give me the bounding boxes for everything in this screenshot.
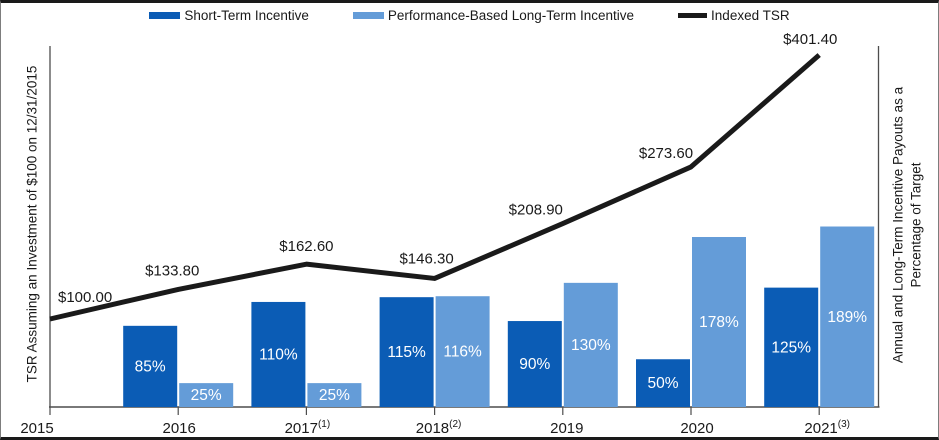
bar-value-label: 115%: [387, 344, 426, 361]
bar-value-label: 85%: [135, 358, 166, 375]
bar-value-label: 130%: [571, 337, 611, 354]
tsr-point-label: $133.80: [145, 262, 199, 279]
bar-value-label: 178%: [699, 314, 739, 331]
bar-2017-short-term: [251, 301, 306, 407]
bar-value-label: 25%: [191, 387, 222, 404]
bar-2019-long-term: [563, 282, 618, 407]
legend: Short-Term Incentive Performance-Based L…: [1, 8, 938, 23]
bar-2016-short-term: [123, 325, 178, 407]
legend-label-indexed-tsr: Indexed TSR: [711, 8, 790, 23]
chart-plot-area: 2015 2016 2017(1) 2018(2) 2019 2020 2021(3) 85%…: [20, 31, 880, 437]
bar-value-label: 125%: [771, 339, 811, 356]
indexed-tsr-line: [49, 53, 821, 322]
x-axis-label: 2015: [20, 420, 53, 437]
x-axis-label: 2018(2): [416, 419, 462, 437]
legend-label-short-term: Short-Term Incentive: [184, 8, 309, 23]
bar-2018-long-term: [435, 296, 490, 407]
bar-2016-long-term: [179, 383, 234, 407]
x-axis-label: 2016: [163, 420, 196, 437]
legend-swatch-short-term: [149, 12, 181, 19]
tsr-point-label: $401.40: [783, 31, 837, 48]
bar-value-label: 116%: [443, 344, 482, 361]
legend-item-indexed-tsr: Indexed TSR: [678, 8, 790, 23]
bar-2020-short-term: [636, 359, 690, 407]
bar-2021-short-term: [764, 287, 819, 407]
legend-swatch-long-term: [352, 12, 384, 19]
bar-value-label: 25%: [319, 387, 350, 404]
tsr-point-label: $146.30: [399, 250, 453, 267]
bar-value-label: 90%: [519, 356, 550, 373]
tsr-point-label: $273.60: [639, 145, 693, 162]
legend-item-short-term: Short-Term Incentive: [149, 8, 309, 23]
x-axis-label: 2020: [680, 420, 713, 437]
tsr-point-label: $208.90: [509, 202, 563, 219]
bar-value-label: 50%: [647, 375, 678, 392]
legend-label-long-term: Performance-Based Long-Term Incentive: [387, 8, 635, 23]
bar-value-label: 189%: [827, 309, 867, 326]
bar-2019-short-term: [507, 321, 562, 407]
tsr-point-label: $100.00: [58, 289, 112, 306]
x-axis-label: 2019: [550, 420, 583, 437]
bar-2021-long-term: [820, 226, 875, 407]
x-axis-label: 2017(1): [285, 419, 331, 437]
x-axis-label: 2021(3): [804, 419, 850, 437]
bar-2017-long-term: [307, 383, 362, 407]
legend-item-long-term: Performance-Based Long-Term Incentive: [352, 8, 635, 23]
legend-swatch-indexed-tsr: [678, 13, 708, 18]
bar-2020-long-term: [692, 237, 746, 407]
tsr-point-label: $162.60: [279, 238, 333, 255]
bar-2018-short-term: [379, 297, 434, 407]
bar-value-label: 110%: [259, 346, 298, 363]
